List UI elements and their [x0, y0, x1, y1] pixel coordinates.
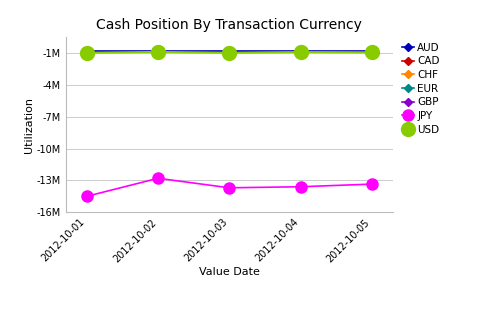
USD [226, 51, 232, 55]
Line: AUD: AUD [84, 49, 374, 54]
CAD [297, 50, 303, 53]
USD [369, 51, 375, 54]
CHF [226, 50, 232, 54]
JPY [155, 176, 161, 180]
CHF [297, 50, 303, 54]
AUD [84, 50, 90, 53]
GBP [226, 51, 232, 54]
AUD [297, 50, 303, 53]
Line: USD: USD [80, 45, 379, 60]
EUR [84, 50, 90, 54]
Line: EUR: EUR [84, 49, 374, 55]
AUD [155, 50, 161, 53]
GBP [84, 51, 90, 54]
USD [155, 50, 161, 54]
Line: GBP: GBP [84, 50, 374, 55]
CAD [369, 50, 375, 53]
Title: Cash Position By Transaction Currency: Cash Position By Transaction Currency [96, 18, 362, 32]
X-axis label: Value Date: Value Date [199, 267, 260, 277]
CHF [155, 50, 161, 54]
JPY [226, 186, 232, 190]
USD [297, 50, 303, 54]
GBP [369, 51, 375, 54]
GBP [155, 51, 161, 54]
EUR [297, 50, 303, 54]
CAD [155, 50, 161, 53]
AUD [369, 50, 375, 53]
Y-axis label: Utilization: Utilization [24, 97, 34, 153]
JPY [297, 185, 303, 189]
EUR [226, 50, 232, 54]
GBP [297, 51, 303, 54]
JPY [84, 194, 90, 198]
AUD [226, 50, 232, 53]
Line: JPY: JPY [81, 173, 377, 202]
EUR [155, 50, 161, 54]
CHF [84, 50, 90, 54]
CHF [369, 50, 375, 54]
Legend: AUD, CAD, CHF, EUR, GBP, JPY, USD: AUD, CAD, CHF, EUR, GBP, JPY, USD [402, 43, 440, 134]
USD [84, 51, 90, 55]
JPY [369, 182, 375, 186]
Line: CAD: CAD [84, 49, 374, 54]
CAD [84, 50, 90, 53]
EUR [369, 50, 375, 54]
CAD [226, 50, 232, 53]
Line: CHF: CHF [84, 49, 374, 55]
